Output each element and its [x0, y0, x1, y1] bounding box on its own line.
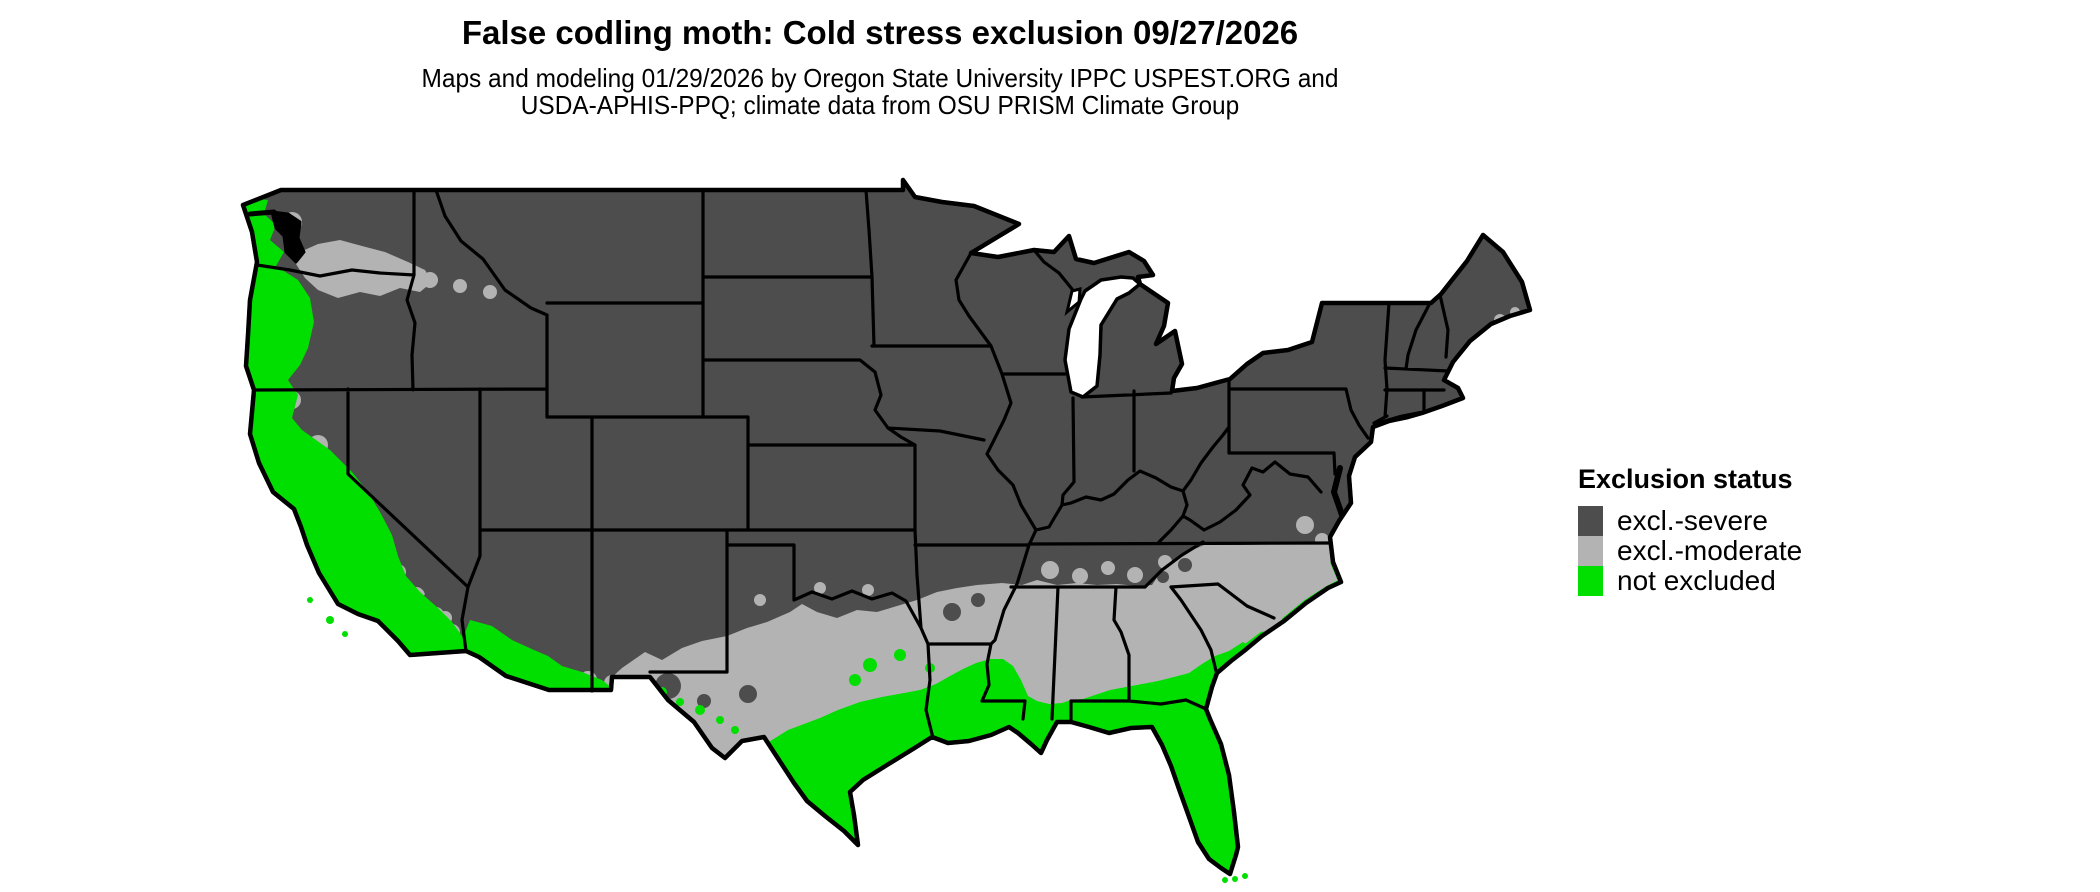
green-bay	[1064, 287, 1082, 317]
map-title: False codling moth: Cold stress exclusio…	[461, 14, 1299, 51]
legend-item-not-excluded: not excluded	[1578, 566, 1802, 596]
puget-sound	[270, 210, 306, 264]
legend: Exclusion status excl.-severe excl.-mode…	[1578, 464, 1802, 596]
legend-label-not-excluded: not excluded	[1617, 565, 1776, 596]
map-credit-line-1: Maps and modeling 01/29/2026 by Oregon S…	[421, 63, 1339, 93]
map-credit-line-2: USDA-APHIS-PPQ; climate data from OSU PR…	[520, 90, 1240, 120]
chesapeake-bay	[1331, 465, 1345, 518]
legend-swatch-moderate	[1578, 536, 1603, 566]
legend-swatch-severe	[1578, 506, 1603, 536]
strait-of-juan-de-fuca	[247, 209, 277, 217]
legend-item-moderate: excl.-moderate	[1578, 536, 1802, 566]
severe-patches	[365, 558, 1192, 708]
state-boundaries	[252, 188, 1450, 740]
header: False codling moth: Cold stress exclusio…	[392, 14, 1368, 119]
long-island-sound	[1374, 411, 1422, 426]
coastal-water-details	[247, 209, 1422, 518]
legend-label-severe: excl.-severe	[1617, 505, 1768, 536]
legend-item-severe: excl.-severe	[1578, 506, 1802, 536]
legend-label-moderate: excl.-moderate	[1617, 535, 1803, 566]
us-outline	[240, 177, 1533, 877]
islands-not-excluded	[307, 597, 1248, 883]
lake-michigan	[1063, 275, 1142, 399]
legend-swatch-not-excluded	[1578, 566, 1603, 596]
legend-title: Exclusion status	[1578, 464, 1793, 494]
